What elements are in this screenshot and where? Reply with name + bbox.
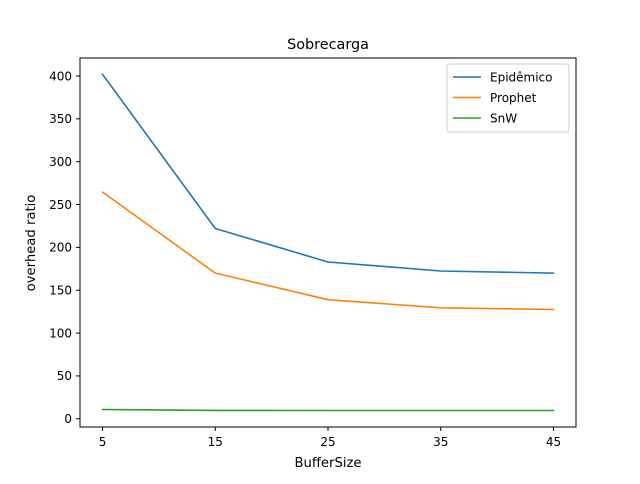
series-line-2 [101, 190, 555, 311]
series-line-1 [101, 73, 555, 274]
y-tick-label: 300 [49, 155, 72, 169]
y-tick-label: 200 [49, 241, 72, 255]
legend-label: Epidêmico [490, 71, 553, 85]
x-axis-label: BufferSize [294, 456, 361, 471]
y-axis-label: overhead ratio [24, 195, 39, 292]
y-tick-label: 150 [49, 284, 72, 298]
x-tick-label: 15 [208, 435, 223, 449]
y-tick-label: 350 [49, 112, 72, 126]
legend-label: SnW [490, 112, 517, 126]
x-tick-label: 25 [320, 435, 335, 449]
y-tick-label: 0 [64, 412, 72, 426]
legend-box [446, 63, 570, 133]
legend: Epidêmico Prophet SnW [446, 63, 570, 133]
y-tick-label: 100 [49, 326, 72, 340]
plot-frame [79, 57, 577, 428]
y-axis-ticks: 0 50 100 150 200 250 300 350 400 [49, 69, 80, 426]
y-tick-label: 250 [49, 198, 72, 212]
series-lines [101, 73, 555, 412]
x-tick-label: 45 [546, 435, 561, 449]
x-axis-ticks: 5 15 25 35 45 [99, 427, 561, 449]
chart-title: Sobrecarga [287, 37, 369, 53]
y-tick-label: 400 [49, 69, 72, 83]
legend-label: Prophet [490, 91, 537, 105]
y-tick-label: 50 [57, 369, 72, 383]
x-tick-label: 35 [433, 435, 448, 449]
x-tick-label: 5 [99, 435, 107, 449]
series-line-3 [101, 408, 555, 412]
